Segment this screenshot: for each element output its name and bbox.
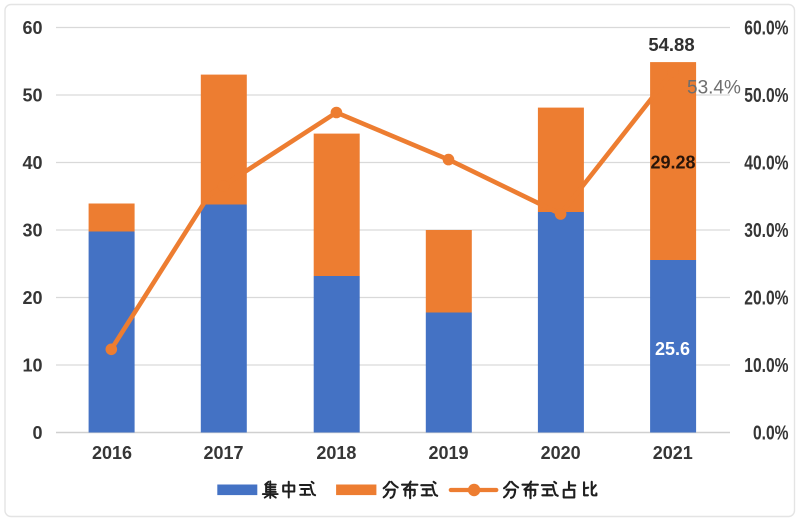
svg-text:25.6: 25.6 <box>655 339 690 359</box>
svg-text:60: 60 <box>22 18 42 38</box>
svg-text:0: 0 <box>32 423 42 443</box>
svg-text:40.0%: 40.0% <box>744 152 788 174</box>
svg-text:0.0%: 0.0% <box>753 422 789 444</box>
svg-text:40: 40 <box>22 153 42 173</box>
svg-text:2020: 2020 <box>541 443 581 463</box>
svg-text:50.0%: 50.0% <box>744 84 788 106</box>
svg-text:10.0%: 10.0% <box>744 354 788 376</box>
svg-text:54.88: 54.88 <box>648 34 694 55</box>
svg-text:20.0%: 20.0% <box>744 287 788 309</box>
svg-text:50: 50 <box>22 86 42 106</box>
svg-text:20: 20 <box>22 288 42 308</box>
svg-text:2017: 2017 <box>203 443 243 463</box>
svg-text:30: 30 <box>22 221 42 241</box>
svg-text:53.4%: 53.4% <box>687 78 741 99</box>
svg-text:60.0%: 60.0% <box>744 17 788 39</box>
svg-text:2019: 2019 <box>428 443 468 463</box>
svg-text:2018: 2018 <box>316 443 356 463</box>
svg-text:2021: 2021 <box>653 443 693 463</box>
svg-text:2016: 2016 <box>92 443 132 463</box>
svg-text:30.0%: 30.0% <box>744 219 788 241</box>
svg-text:10: 10 <box>22 356 42 376</box>
svg-text:29.28: 29.28 <box>650 153 695 173</box>
